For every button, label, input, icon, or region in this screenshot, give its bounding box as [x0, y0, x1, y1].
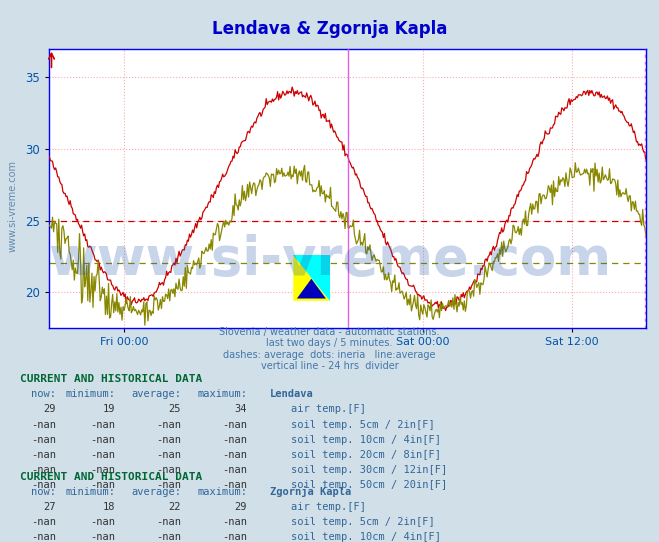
Text: -nan: -nan: [156, 517, 181, 527]
Text: Slovenia / weather data - automatic stations.: Slovenia / weather data - automatic stat…: [219, 327, 440, 337]
Text: -nan: -nan: [222, 532, 247, 542]
Text: -nan: -nan: [156, 480, 181, 491]
Text: 22: 22: [169, 502, 181, 512]
Text: -nan: -nan: [222, 450, 247, 460]
Text: -nan: -nan: [222, 480, 247, 491]
Text: -nan: -nan: [90, 420, 115, 430]
Text: CURRENT AND HISTORICAL DATA: CURRENT AND HISTORICAL DATA: [20, 374, 202, 384]
Text: CURRENT AND HISTORICAL DATA: CURRENT AND HISTORICAL DATA: [20, 472, 202, 482]
Text: -nan: -nan: [222, 435, 247, 445]
Text: soil temp. 50cm / 20in[F]: soil temp. 50cm / 20in[F]: [291, 480, 447, 491]
Text: -nan: -nan: [156, 420, 181, 430]
Text: -nan: -nan: [31, 450, 56, 460]
Text: -nan: -nan: [90, 465, 115, 475]
Text: -nan: -nan: [90, 435, 115, 445]
Text: -nan: -nan: [31, 532, 56, 542]
Polygon shape: [293, 255, 330, 301]
Text: Lendava & Zgornja Kapla: Lendava & Zgornja Kapla: [212, 20, 447, 37]
Text: -nan: -nan: [90, 532, 115, 542]
Text: minimum:: minimum:: [65, 389, 115, 399]
Text: www.si-vreme.com: www.si-vreme.com: [8, 160, 18, 252]
Text: now:: now:: [31, 389, 56, 399]
Text: average:: average:: [131, 389, 181, 399]
Text: vertical line - 24 hrs  divider: vertical line - 24 hrs divider: [260, 361, 399, 371]
Text: 29: 29: [43, 404, 56, 415]
Text: -nan: -nan: [222, 517, 247, 527]
Text: -nan: -nan: [90, 450, 115, 460]
Text: soil temp. 10cm / 4in[F]: soil temp. 10cm / 4in[F]: [291, 435, 442, 445]
Text: soil temp. 30cm / 12in[F]: soil temp. 30cm / 12in[F]: [291, 465, 447, 475]
Text: air temp.[F]: air temp.[F]: [291, 404, 366, 415]
Text: air temp.[F]: air temp.[F]: [291, 502, 366, 512]
Text: 27: 27: [43, 502, 56, 512]
Text: -nan: -nan: [31, 465, 56, 475]
Text: now:: now:: [31, 487, 56, 497]
Text: soil temp. 5cm / 2in[F]: soil temp. 5cm / 2in[F]: [291, 517, 435, 527]
Text: soil temp. 10cm / 4in[F]: soil temp. 10cm / 4in[F]: [291, 532, 442, 542]
Text: -nan: -nan: [31, 420, 56, 430]
Text: dashes: average  dots: ineria   line:average: dashes: average dots: ineria line:averag…: [223, 350, 436, 360]
Text: www.si-vreme.com: www.si-vreme.com: [48, 234, 611, 286]
Text: Zgornja Kapla: Zgornja Kapla: [270, 486, 351, 497]
Text: 34: 34: [235, 404, 247, 415]
Text: -nan: -nan: [90, 480, 115, 491]
Text: -nan: -nan: [31, 517, 56, 527]
Text: -nan: -nan: [222, 465, 247, 475]
Text: -nan: -nan: [222, 420, 247, 430]
Text: minimum:: minimum:: [65, 487, 115, 497]
Text: average:: average:: [131, 487, 181, 497]
Text: maximum:: maximum:: [197, 487, 247, 497]
Text: -nan: -nan: [31, 480, 56, 491]
Text: -nan: -nan: [156, 450, 181, 460]
Text: last two days / 5 minutes.: last two days / 5 minutes.: [266, 338, 393, 349]
Text: maximum:: maximum:: [197, 389, 247, 399]
Text: -nan: -nan: [156, 435, 181, 445]
Text: soil temp. 5cm / 2in[F]: soil temp. 5cm / 2in[F]: [291, 420, 435, 430]
Text: 19: 19: [103, 404, 115, 415]
Text: 18: 18: [103, 502, 115, 512]
Text: -nan: -nan: [90, 517, 115, 527]
Text: -nan: -nan: [156, 532, 181, 542]
Text: -nan: -nan: [156, 465, 181, 475]
Text: 29: 29: [235, 502, 247, 512]
Text: soil temp. 20cm / 8in[F]: soil temp. 20cm / 8in[F]: [291, 450, 442, 460]
Polygon shape: [293, 255, 330, 301]
Text: -nan: -nan: [31, 435, 56, 445]
Text: 25: 25: [169, 404, 181, 415]
Polygon shape: [297, 279, 326, 299]
Text: Lendava: Lendava: [270, 389, 314, 399]
